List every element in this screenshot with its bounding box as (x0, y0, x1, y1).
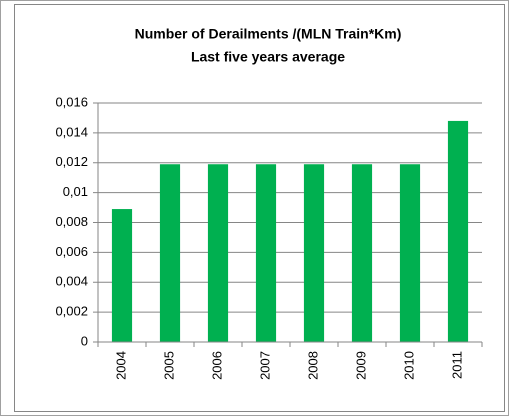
bar (111, 209, 133, 342)
x-tick-label: 2005 (161, 351, 176, 380)
y-tick-label: 0,016 (55, 94, 88, 109)
chart-subtitle: Last five years average (191, 49, 345, 65)
x-tick-label: 2008 (305, 351, 320, 380)
bar (447, 120, 469, 342)
x-tick-label: 2004 (113, 351, 128, 380)
bar (159, 164, 181, 342)
y-tick-label: 0,008 (55, 214, 88, 229)
bar (399, 164, 421, 342)
x-tick-label: 2006 (209, 351, 224, 380)
bar (303, 164, 325, 342)
bar (351, 164, 373, 342)
y-tick-label: 0,01 (63, 184, 88, 199)
y-tick-label: 0,002 (55, 304, 88, 319)
y-tick-label: 0,004 (55, 274, 88, 289)
y-tick-label: 0,012 (55, 154, 88, 169)
bar (255, 164, 277, 342)
x-tick-label: 2010 (401, 351, 416, 380)
y-tick-label: 0,014 (55, 124, 88, 139)
chart-title: Number of Derailments /(MLN Train*Km) (135, 26, 402, 42)
bar (207, 164, 229, 342)
x-tick-label: 2009 (353, 351, 368, 380)
y-tick-label: 0 (81, 333, 88, 348)
x-tick-label: 2011 (449, 351, 464, 379)
y-tick-label: 0,006 (55, 244, 88, 259)
x-tick-label: 2007 (257, 351, 272, 380)
